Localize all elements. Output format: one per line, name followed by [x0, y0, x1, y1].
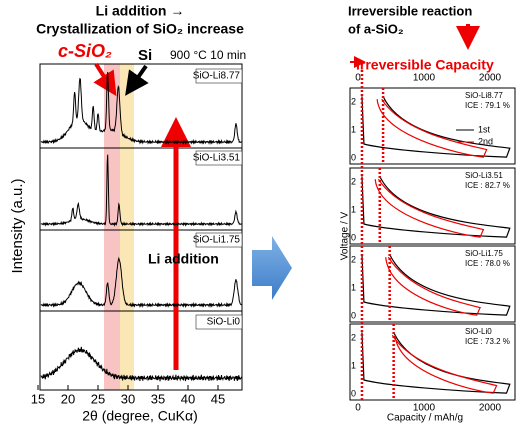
- curve-2nd: [385, 256, 481, 316]
- sample-label: SiO-Li3.51: [465, 171, 503, 180]
- y-tick-label: 2: [351, 176, 356, 186]
- sample-label: SiO-Li1.75: [465, 249, 503, 258]
- x-tick-label: 1000: [413, 403, 436, 414]
- x-tick-label: 30: [121, 391, 135, 406]
- x-tick-label: 20: [61, 391, 75, 406]
- curve-2nd: [374, 178, 485, 238]
- top-tick-label: 1000: [413, 73, 436, 84]
- ice-label: ICE : 78.0 %: [465, 259, 510, 268]
- label-box: [195, 314, 243, 330]
- frame: [349, 323, 516, 401]
- sample-label: SiO-Li1.75: [193, 235, 241, 246]
- title: Irreversible reaction: [348, 3, 472, 18]
- x-label: 2θ (degree, CuKα): [82, 408, 198, 424]
- curve-2nd: [376, 98, 488, 158]
- y-tick-label: 1: [351, 204, 356, 214]
- curve-1st: [361, 176, 511, 238]
- title: Crystallization of SiO₂ increase: [36, 21, 244, 37]
- sample-label: SiO-Li0: [465, 327, 492, 336]
- x-tick-label: 25: [91, 391, 105, 406]
- y-label: Voltage / V: [340, 211, 351, 260]
- x-tick-label: 40: [181, 391, 195, 406]
- y-tick-label: 2: [351, 96, 356, 106]
- ice-label: ICE : 79.1 %: [465, 101, 510, 110]
- y-tick-label: 1: [351, 124, 356, 134]
- xrd-trace: [40, 154, 242, 227]
- sample-label: SiO-Li0: [207, 317, 241, 328]
- curve-1st: [361, 332, 511, 394]
- cycle-panel: Irreversible reaction of a-SiO₂ Irrevers…: [340, 3, 516, 424]
- xrd-panel: Li addition → Crystallization of SiO₂ in…: [9, 3, 246, 424]
- frame: [39, 63, 243, 391]
- xrd-trace: [40, 72, 242, 146]
- transition-arrow: [252, 236, 292, 300]
- ice-label: ICE : 73.2 %: [465, 337, 510, 346]
- label-box: [195, 232, 243, 248]
- frame: [349, 167, 516, 245]
- title: of a-SiO₂: [348, 21, 404, 36]
- curve-2nd: [391, 334, 498, 394]
- x-tick-label: 2000: [479, 403, 502, 414]
- y-tick-label: 1: [351, 282, 356, 292]
- sample-label: SiO-Li8.77: [193, 71, 241, 82]
- y-tick-label: 0: [351, 388, 356, 398]
- sample-label: SiO-Li8.77: [465, 91, 503, 100]
- y-tick-label: 1: [351, 360, 356, 370]
- label: c-SiO₂: [58, 41, 112, 61]
- ice-label: ICE : 82.7 %: [465, 181, 510, 190]
- label: Irreversible Capacity: [356, 57, 494, 73]
- top-tick-label: 0: [355, 73, 361, 84]
- frame: [349, 245, 516, 323]
- xrd-trace: [40, 256, 242, 309]
- label: Li addition: [148, 251, 219, 267]
- band: [120, 64, 134, 390]
- x-tick-label: 15: [31, 391, 45, 406]
- label-box: [195, 150, 243, 166]
- title: Li addition →: [96, 3, 185, 19]
- y-tick-label: 0: [351, 152, 356, 162]
- xrd-trace: [40, 346, 243, 382]
- y-tick-label: 2: [351, 254, 356, 264]
- y-tick-label: 2: [351, 332, 356, 342]
- legend-label: 1st: [478, 124, 491, 134]
- x-tick-label: 35: [151, 391, 165, 406]
- sample-label: SiO-Li3.51: [193, 153, 241, 164]
- top-tick-label: 2000: [479, 73, 502, 84]
- legend-label: 2nd: [478, 136, 493, 146]
- label: Si: [138, 47, 152, 64]
- x-label: Capacity / mAh/g: [387, 413, 463, 424]
- y-tick-label: 0: [351, 310, 356, 320]
- condition: 900 °C 10 min: [170, 48, 246, 62]
- label-box: [195, 68, 243, 84]
- y-label: Intensity (a.u.): [9, 178, 26, 273]
- arrow: [125, 64, 149, 96]
- x-tick-label: 0: [355, 403, 361, 414]
- band: [104, 64, 120, 390]
- frame: [349, 87, 516, 165]
- x-tick-label: 45: [211, 391, 225, 406]
- y-tick-label: 0: [351, 232, 356, 242]
